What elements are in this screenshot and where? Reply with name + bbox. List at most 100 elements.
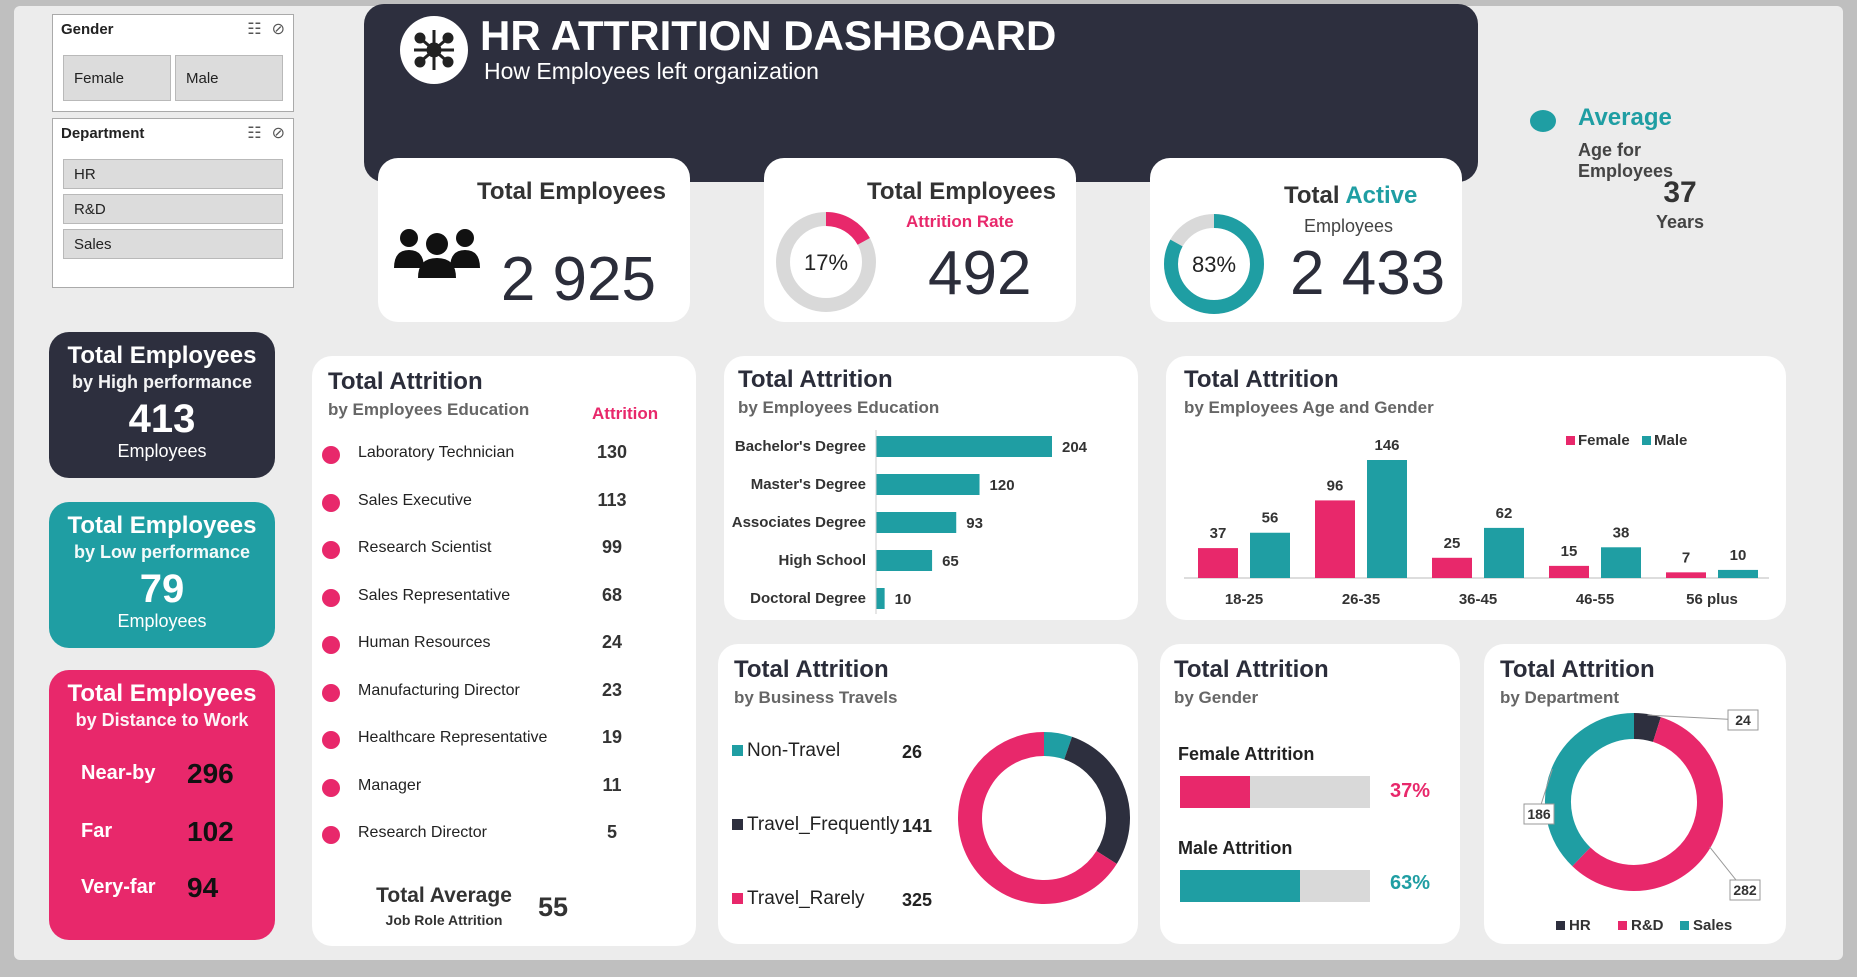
education-sub: by Employees Education bbox=[738, 398, 940, 417]
age-gender-value-label: 15 bbox=[1561, 543, 1578, 560]
dashboard-title: HR ATTRITION DASHBOARD bbox=[480, 12, 1057, 59]
age-gender-sub: by Employees Age and Gender bbox=[1184, 398, 1434, 417]
low-perf-unit: Employees bbox=[117, 611, 207, 631]
high-perf-unit: Employees bbox=[117, 441, 207, 461]
high-perf-title: Total Employees bbox=[67, 342, 257, 369]
department-value-label: 186 bbox=[1527, 806, 1551, 822]
job-role-label: Research Scientist bbox=[358, 539, 492, 556]
age-gender-value-label: 7 bbox=[1682, 549, 1690, 566]
education-card: Total Attrition by Employees Education B… bbox=[724, 356, 1138, 620]
bullet-dot-icon bbox=[322, 541, 340, 559]
age-gender-value-label: 62 bbox=[1496, 505, 1513, 522]
kpi-total-employees: Total Employees 2 925 bbox=[378, 158, 690, 322]
department-slice bbox=[1572, 717, 1723, 891]
department-donut-chart: 24 282 186 HR R&D Sales bbox=[1523, 709, 1761, 934]
bullet-dot-icon bbox=[322, 778, 340, 797]
age-gender-bar bbox=[1484, 527, 1524, 578]
education-value-label: 65 bbox=[942, 553, 959, 570]
education-category-label: Doctoral Degree bbox=[750, 590, 866, 607]
job-role-footer-value: 55 bbox=[538, 892, 569, 922]
kpi-active-value: 2 433 bbox=[1290, 239, 1446, 308]
job-role-row: Research Director 5 bbox=[312, 822, 672, 852]
job-role-label: Sales Representative bbox=[358, 586, 511, 604]
age-gender-bar bbox=[1549, 565, 1589, 578]
job-role-row: Sales Executive 113 bbox=[312, 490, 672, 520]
department-slicer-title: Department bbox=[61, 125, 145, 142]
female-attrition-pct: 37% bbox=[1390, 780, 1431, 802]
network-icon bbox=[400, 16, 468, 84]
age-gender-value-label: 25 bbox=[1444, 535, 1461, 552]
bullet-dot-icon bbox=[322, 493, 340, 512]
travel-sub: by Business Travels bbox=[734, 688, 898, 707]
education-title: Total Attrition bbox=[738, 366, 893, 393]
education-bar bbox=[876, 474, 980, 495]
job-role-row: Sales Representative 68 bbox=[312, 585, 672, 615]
department-sub: by Department bbox=[1500, 688, 1620, 707]
travel-legend-label: Travel_Frequently bbox=[747, 814, 900, 835]
department-option-sales[interactable]: Sales bbox=[63, 229, 283, 259]
multi-select-icon[interactable]: ☷ bbox=[247, 125, 262, 142]
age-gender-value-label: 146 bbox=[1374, 437, 1399, 454]
travel-legend-value: 325 bbox=[902, 890, 933, 910]
department-option-hr[interactable]: HR bbox=[63, 159, 283, 189]
kpi-attrition-value: 492 bbox=[928, 239, 1032, 308]
active-rate-donut bbox=[1164, 214, 1264, 314]
education-bar-chart: Bachelor's Degree 204 Master's Degree 120 As… bbox=[732, 430, 1088, 614]
travel-legend-label: Non-Travel bbox=[747, 740, 841, 761]
kpi-attrition-sub: Attrition Rate bbox=[906, 212, 1014, 231]
travel-legend-label: Travel_Rarely bbox=[747, 888, 865, 909]
education-value-label: 93 bbox=[966, 515, 983, 532]
legend-swatch bbox=[1642, 436, 1651, 445]
job-role-label: Laboratory Technician bbox=[358, 444, 515, 461]
job-role-label: Healthcare Representative bbox=[358, 729, 548, 746]
gender-slicer-title: Gender bbox=[61, 21, 114, 38]
job-role-value: 24 bbox=[601, 632, 623, 652]
bullet-dot-icon bbox=[322, 683, 340, 702]
low-perf-title: Total Employees bbox=[67, 512, 257, 539]
job-role-label: Sales Executive bbox=[358, 491, 472, 509]
gender-option-male[interactable]: Male bbox=[175, 55, 283, 101]
clear-filter-icon[interactable]: ⊘ bbox=[271, 21, 285, 38]
job-role-row: Laboratory Technician 130 bbox=[312, 442, 672, 472]
education-bar bbox=[876, 512, 957, 533]
age-gender-bar bbox=[1666, 572, 1706, 578]
travel-donut-chart bbox=[958, 732, 1130, 904]
job-role-sub: by Employees Education bbox=[328, 400, 530, 419]
job-role-title: Total Attrition bbox=[328, 368, 483, 395]
clear-filter-icon[interactable]: ⊘ bbox=[271, 125, 285, 142]
low-perf-sub: by Low performance bbox=[73, 542, 251, 562]
travel-legend-item: Non-Travel 26 bbox=[732, 740, 952, 762]
multi-select-icon[interactable]: ☷ bbox=[247, 21, 262, 38]
gender-card: Total Attrition by Gender Female Attriti… bbox=[1160, 644, 1460, 944]
people-group-icon bbox=[392, 220, 482, 285]
female-attrition-label: Female Attrition bbox=[1178, 744, 1315, 764]
age-gender-value-label: 37 bbox=[1210, 525, 1227, 542]
distance-title: Total Employees bbox=[67, 680, 257, 707]
travel-card: Total Attrition by Business Travels Non-… bbox=[718, 644, 1138, 944]
department-option-rnd[interactable]: R&D bbox=[63, 194, 283, 224]
department-value-box bbox=[1523, 803, 1555, 825]
age-gender-value-label: 38 bbox=[1613, 524, 1630, 541]
education-category-label: Bachelor's Degree bbox=[735, 438, 866, 455]
legend-swatch bbox=[732, 893, 743, 904]
bullet-dot-icon bbox=[322, 588, 340, 607]
kpi-attrition: Total Employees Attrition Rate 17% 492 bbox=[764, 158, 1076, 322]
department-value-label: 282 bbox=[1733, 882, 1757, 898]
age-gender-bar bbox=[1315, 500, 1355, 578]
job-role-label: Human Resources bbox=[358, 634, 491, 651]
gender-option-female[interactable]: Female bbox=[63, 55, 171, 101]
age-gender-value-label: 96 bbox=[1327, 477, 1344, 494]
gender-title: Total Attrition bbox=[1174, 656, 1329, 683]
travel-legend-value: 26 bbox=[902, 742, 923, 762]
education-category-label: Master's Degree bbox=[751, 476, 866, 493]
education-category-label: Associates Degree bbox=[732, 514, 866, 531]
age-legend-label: Male bbox=[1654, 432, 1687, 449]
attrition-rate-pct: 17% bbox=[803, 250, 849, 275]
travel-title: Total Attrition bbox=[734, 656, 889, 683]
legend-swatch bbox=[732, 819, 743, 830]
job-role-value: 99 bbox=[601, 537, 623, 557]
male-attrition-track bbox=[1180, 870, 1370, 902]
job-role-footer-sub: Job Role Attrition bbox=[385, 912, 503, 928]
female-attrition-fill bbox=[1180, 776, 1251, 808]
age-gender-bar bbox=[1718, 569, 1758, 578]
